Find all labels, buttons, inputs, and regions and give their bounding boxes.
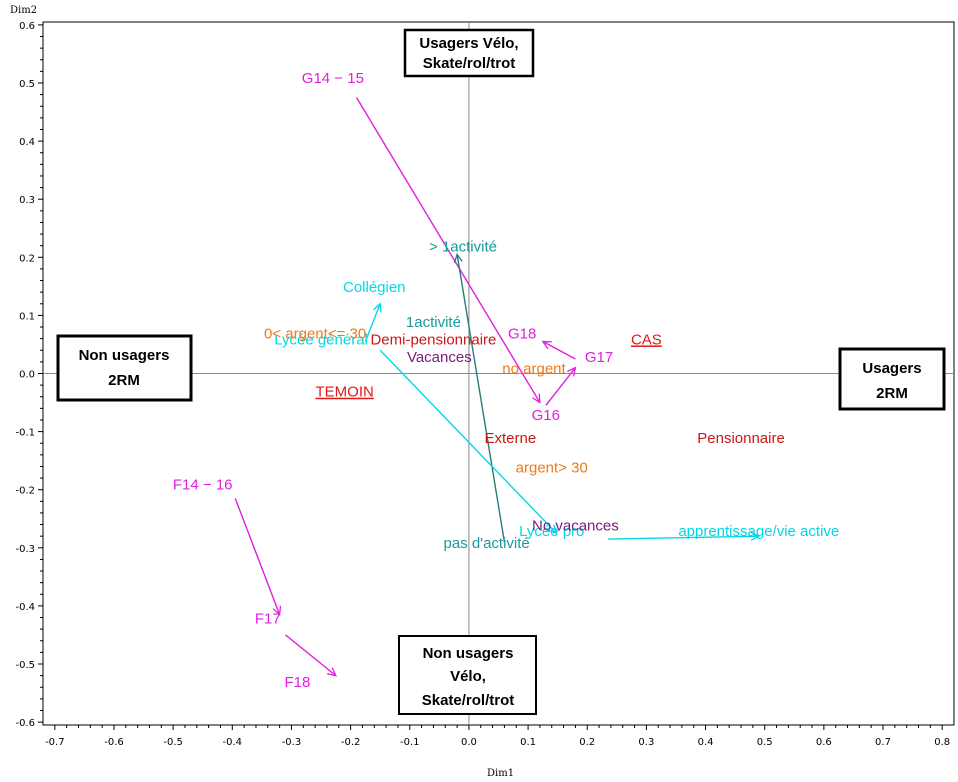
annotation-box-top: Usagers Vélo, Skate/rol/trot	[403, 28, 535, 78]
trajectory-arrow	[379, 349, 556, 533]
y-tick-label: -0.5	[15, 660, 35, 671]
point-label: pas d'activité	[444, 535, 530, 552]
point-label: No vacances	[532, 517, 619, 534]
y-tick-label: -0.2	[15, 486, 35, 497]
trajectory-arrows	[234, 97, 759, 676]
trajectory-arrow	[543, 342, 576, 360]
x-axis-ticks: -0.7 -0.6 -0.5 -0.4 -0.3 -0.2 -0.1 0.0 0.1 0.2 0.3…	[45, 725, 950, 748]
svg-text:Vélo,: Vélo,	[450, 668, 486, 685]
trajectory-arrow	[457, 254, 506, 543]
point-label: CAS	[631, 331, 662, 348]
x-tick-label: 0.4	[698, 737, 714, 748]
y-tick-label: -0.4	[15, 602, 35, 613]
y-tick-label: 0.5	[19, 79, 35, 90]
y-tick-label: -0.1	[15, 428, 35, 439]
y-tick-label: -0.3	[15, 544, 35, 555]
y-tick-label: 0.4	[19, 137, 35, 148]
x-tick-label: 0.7	[875, 737, 891, 748]
x-tick-label: -0.2	[341, 737, 361, 748]
svg-text:Usagers: Usagers	[862, 360, 921, 377]
trajectory-arrow	[285, 634, 336, 676]
point-label: G14 − 15	[302, 70, 364, 87]
point-label: > 1activité	[429, 238, 497, 255]
point-label: F17	[255, 610, 281, 627]
point-label: argent> 30	[516, 459, 588, 476]
point-label: G18	[508, 326, 536, 343]
x-tick-label: -0.6	[104, 737, 124, 748]
x-tick-label: 0.2	[579, 737, 595, 748]
svg-text:Non usagers: Non usagers	[79, 347, 170, 364]
x-tick-label: 0.6	[816, 737, 832, 748]
point-label: Lycée pro	[519, 523, 584, 540]
annotation-box-left: Non usagers 2RM	[56, 334, 193, 402]
point-label: Collégien	[343, 279, 406, 296]
category-points: G14 − 15 G16 G17 G18 F14 − 16 F17 F18 > 1activi…	[173, 70, 839, 691]
trajectory-arrow	[607, 536, 759, 539]
point-label: G17	[585, 349, 613, 366]
x-tick-label: 0.3	[638, 737, 654, 748]
annotation-box-right: Usagers 2RM	[838, 347, 946, 411]
y-tick-label: 0.3	[19, 195, 35, 206]
x-axis-title: Dim1	[487, 768, 514, 779]
point-label: apprentissage/vie active	[678, 523, 839, 540]
point-label: Lycée général	[274, 331, 368, 348]
y-tick-label: 0.0	[19, 370, 35, 381]
x-tick-label: 0.5	[757, 737, 773, 748]
point-label: Demi-pensionnaire	[370, 331, 496, 348]
annotation-box-bottom: Non usagers Vélo, Skate/rol/trot	[398, 635, 537, 715]
svg-text:Non usagers: Non usagers	[423, 645, 514, 662]
point-label: no argent	[502, 361, 566, 378]
x-tick-label: -0.4	[223, 737, 243, 748]
point-label: F14 − 16	[173, 477, 233, 494]
point-label: Vacances	[407, 349, 472, 366]
y-tick-label: -0.6	[15, 718, 35, 729]
y-tick-label: 0.2	[19, 253, 35, 264]
y-axis-ticks: 0.6 0.5 0.4 0.3 0.2 0.1 0.0 -0.1 -0.2 -0.3 -0.4 -0.…	[15, 21, 43, 729]
svg-text:2RM: 2RM	[108, 372, 140, 389]
x-tick-label: 0.0	[461, 737, 477, 748]
x-tick-label: 0.8	[934, 737, 950, 748]
svg-text:Skate/rol/trot: Skate/rol/trot	[423, 55, 516, 72]
point-label: TEMOIN	[316, 384, 374, 401]
svg-text:Skate/rol/trot: Skate/rol/trot	[422, 692, 515, 709]
point-label: 0< argent<= 30	[264, 326, 366, 343]
x-tick-label: -0.3	[282, 737, 302, 748]
x-tick-label: -0.7	[45, 737, 65, 748]
x-tick-label: -0.5	[163, 737, 183, 748]
y-axis-title: Dim2	[10, 5, 37, 16]
reference-lines	[43, 22, 954, 725]
y-tick-label: 0.6	[19, 21, 35, 32]
trajectory-arrow	[545, 368, 576, 406]
point-label: Externe	[484, 430, 536, 447]
svg-text:2RM: 2RM	[876, 385, 908, 402]
point-label: Pensionnaire	[697, 430, 785, 447]
trajectory-arrow	[355, 97, 540, 403]
point-label: F18	[284, 674, 310, 691]
point-label: 1activité	[406, 314, 461, 331]
y-tick-label: 0.1	[19, 311, 35, 322]
x-tick-label: 0.1	[520, 737, 536, 748]
trajectory-arrow	[234, 498, 279, 614]
x-tick-label: -0.1	[400, 737, 420, 748]
svg-text:Usagers Vélo,: Usagers Vélo,	[419, 35, 518, 52]
trajectory-arrow	[364, 304, 380, 342]
point-label: G16	[532, 407, 560, 424]
